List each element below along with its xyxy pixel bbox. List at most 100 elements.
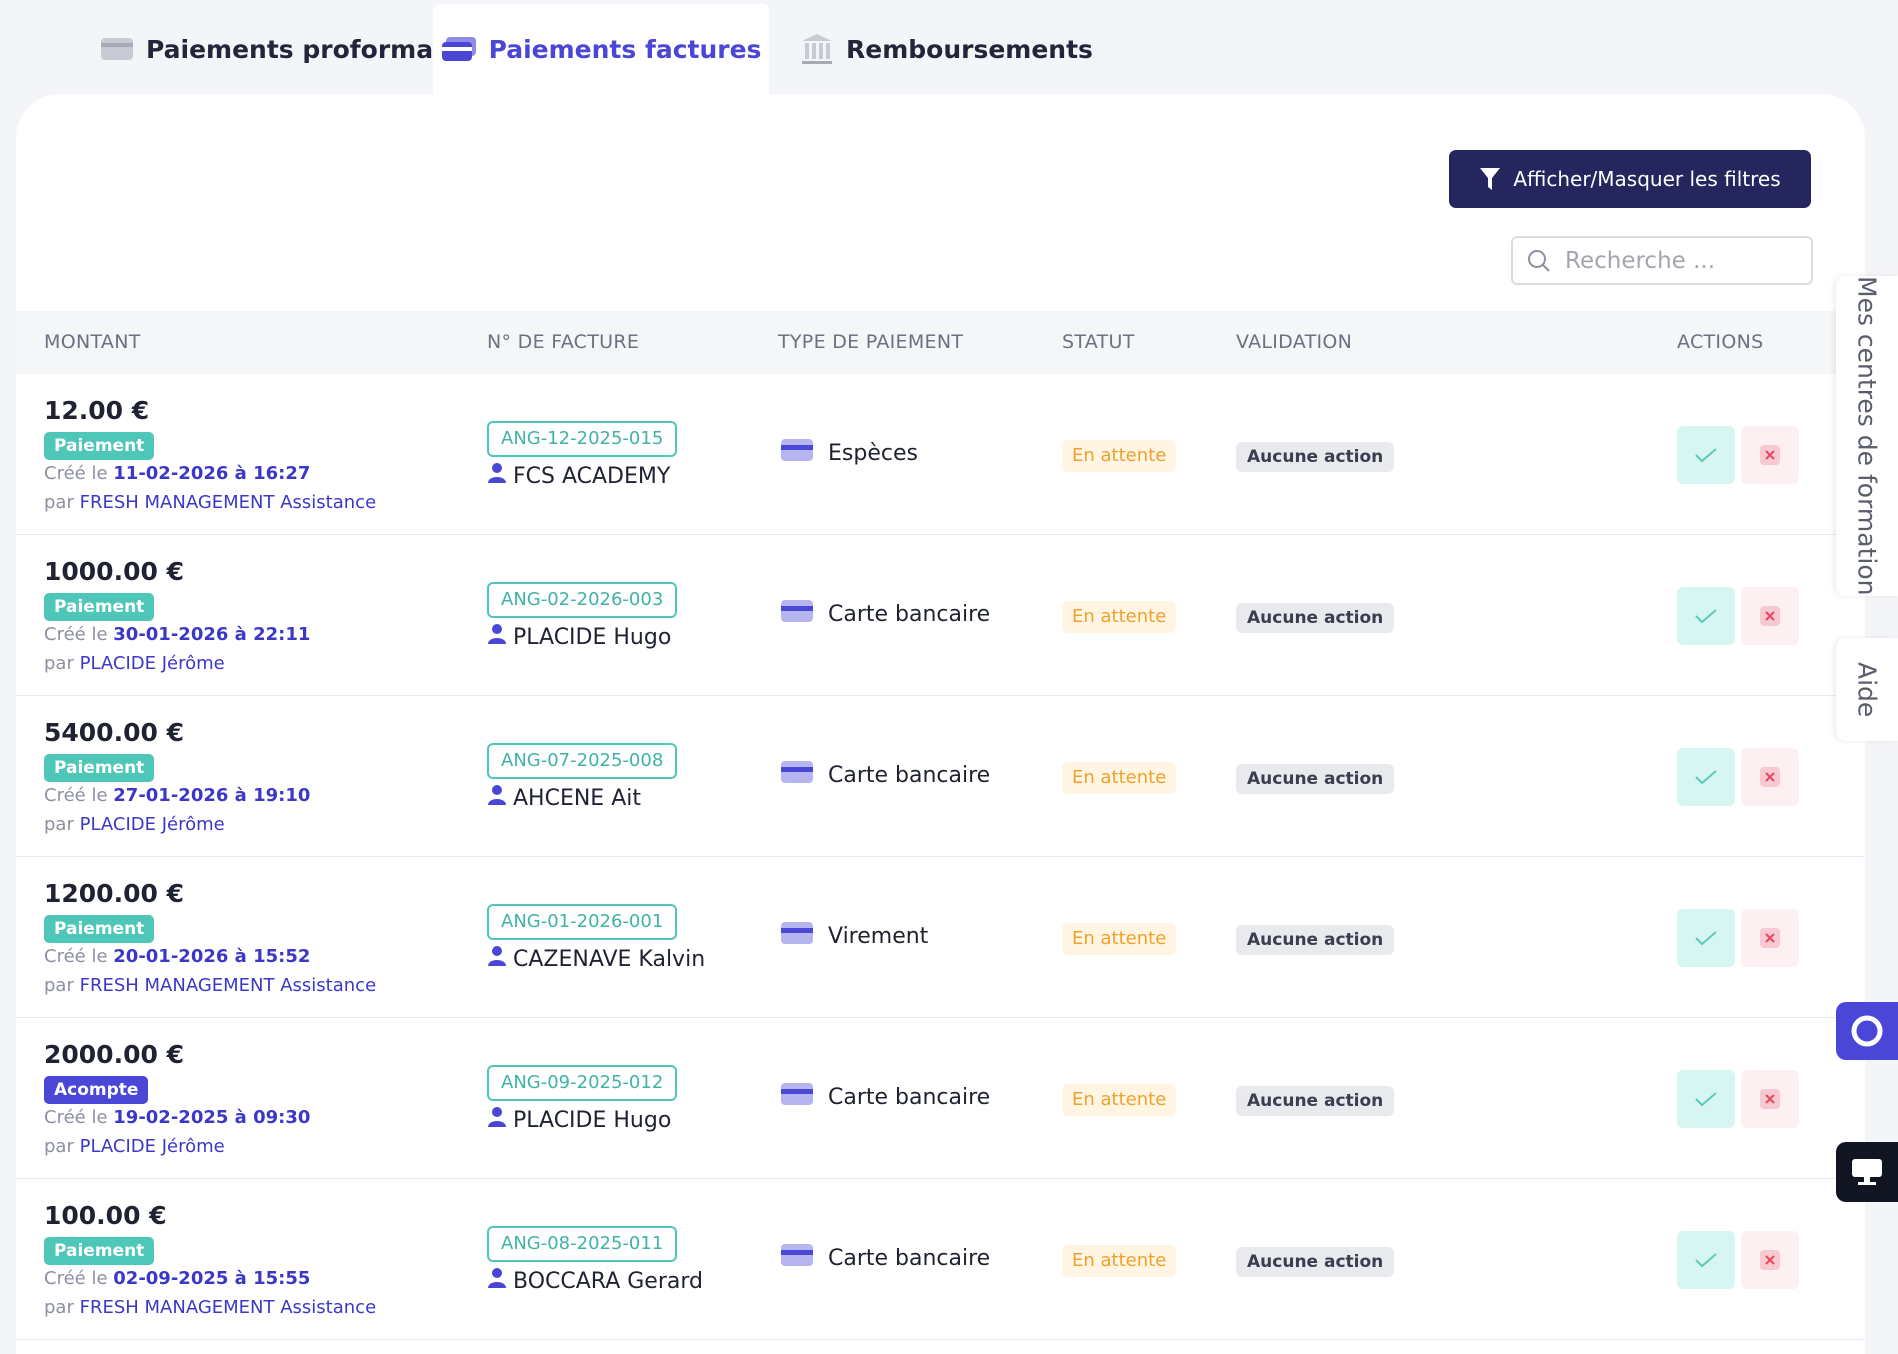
user-icon bbox=[487, 1267, 507, 1295]
payment-icon bbox=[780, 438, 814, 468]
validate-button bbox=[1677, 748, 1735, 806]
column-header: VALIDATION bbox=[1236, 331, 1353, 353]
author-line: par PLACIDE Jérôme bbox=[44, 653, 225, 674]
filter-icon bbox=[1480, 168, 1501, 190]
created-prefix: Créé le bbox=[44, 463, 108, 484]
author-prefix: par bbox=[44, 814, 74, 835]
created-line: Créé le 11-02-2026 à 16:27 bbox=[44, 463, 310, 484]
payment-kind-badge: Paiement bbox=[44, 754, 155, 782]
search-placeholder: Recherche ... bbox=[1565, 247, 1716, 274]
validate-button bbox=[1677, 1070, 1735, 1128]
validation-badge: Aucune action bbox=[1236, 764, 1395, 794]
client: PLACIDE Hugo bbox=[487, 623, 671, 651]
created-prefix: Créé le bbox=[44, 624, 108, 645]
payment-type: Carte bancaire bbox=[780, 760, 990, 790]
invoice-number[interactable]: ANG-09-2025-012 bbox=[487, 1065, 678, 1101]
created-date: 02-09-2025 à 15:55 bbox=[113, 1268, 311, 1289]
chat-button[interactable] bbox=[1836, 1002, 1898, 1060]
created-line: Créé le 19-02-2025 à 09:30 bbox=[44, 1107, 310, 1128]
created-date: 30-01-2026 à 22:11 bbox=[113, 624, 311, 645]
validate-button bbox=[1677, 1231, 1735, 1289]
user-icon bbox=[487, 1106, 507, 1134]
column-header: STATUT bbox=[1062, 331, 1135, 353]
filter-button-label: Afficher/Masquer les filtres bbox=[1513, 167, 1781, 191]
search-input[interactable]: Recherche ... bbox=[1511, 236, 1813, 285]
payment-icon bbox=[780, 599, 814, 629]
author: PLACIDE Jérôme bbox=[79, 653, 225, 674]
payment-type-label: Carte bancaire bbox=[828, 762, 991, 788]
tab-icon bbox=[802, 34, 832, 64]
amount: 2000.00 € bbox=[44, 1040, 184, 1069]
invoice-number[interactable]: ANG-01-2026-001 bbox=[487, 904, 678, 940]
client: AHCENE Ait bbox=[487, 784, 641, 812]
tab-label: Paiements factures bbox=[488, 34, 762, 64]
tab[interactable]: Remboursements bbox=[800, 4, 1093, 94]
created-date: 19-02-2025 à 09:30 bbox=[113, 1107, 311, 1128]
client-name: FCS ACADEMY bbox=[513, 463, 671, 489]
filter-button[interactable]: Afficher/Masquer les filtres bbox=[1449, 150, 1811, 208]
status-badge: En attente bbox=[1062, 440, 1177, 472]
created-prefix: Créé le bbox=[44, 1268, 108, 1289]
screen-button[interactable] bbox=[1836, 1142, 1898, 1202]
client-name: BOCCARA Gerard bbox=[513, 1268, 703, 1294]
client: CAZENAVE Kalvin bbox=[487, 945, 705, 973]
client-name: PLACIDE Hugo bbox=[513, 1107, 672, 1133]
payment-type-label: Virement bbox=[828, 923, 929, 949]
author-line: par FRESH MANAGEMENT Assistance bbox=[44, 1297, 376, 1318]
validation-badge: Aucune action bbox=[1236, 925, 1395, 955]
author-prefix: par bbox=[44, 653, 74, 674]
author: FRESH MANAGEMENT Assistance bbox=[79, 1297, 377, 1318]
payment-kind-badge: Acompte bbox=[44, 1076, 149, 1104]
user-icon bbox=[487, 462, 507, 490]
amount: 1000.00 € bbox=[44, 557, 184, 586]
payment-type-label: Carte bancaire bbox=[828, 1084, 991, 1110]
created-line: Créé le 27-01-2026 à 19:10 bbox=[44, 785, 310, 806]
user-icon bbox=[487, 623, 507, 651]
validate-button bbox=[1677, 426, 1735, 484]
side-tab-label: Mes centres de formation bbox=[1852, 276, 1882, 596]
status-badge: En attente bbox=[1062, 1245, 1177, 1277]
invoice-number[interactable]: ANG-08-2025-011 bbox=[487, 1226, 678, 1262]
payment-type-label: Espèces bbox=[828, 440, 918, 466]
payment-type: Virement bbox=[780, 921, 928, 951]
author-line: par FRESH MANAGEMENT Assistance bbox=[44, 492, 376, 513]
reject-button bbox=[1741, 909, 1799, 967]
created-prefix: Créé le bbox=[44, 946, 108, 967]
payment-type-label: Carte bancaire bbox=[828, 1245, 991, 1271]
payment-icon bbox=[780, 921, 814, 951]
search-icon bbox=[1528, 249, 1550, 272]
tab[interactable]: Paiements factures bbox=[433, 4, 769, 94]
table-header: MONTANT N° DE FACTURE TYPE DE PAIEMENT STAT… bbox=[16, 311, 1865, 374]
side-tab[interactable]: Mes centres de formation bbox=[1836, 276, 1898, 596]
chat-icon bbox=[1851, 1015, 1883, 1047]
tab[interactable]: Paiements proformas bbox=[100, 4, 448, 94]
payment-type-label: Carte bancaire bbox=[828, 601, 991, 627]
author: PLACIDE Jérôme bbox=[79, 1136, 225, 1157]
validation-badge: Aucune action bbox=[1236, 603, 1395, 633]
created-date: 20-01-2026 à 15:52 bbox=[113, 946, 311, 967]
table-row: 1000.00 € Paiement Créé le 30-01-2026 à 22… bbox=[16, 535, 1865, 696]
invoice-number[interactable]: ANG-12-2025-015 bbox=[487, 421, 678, 457]
payment-kind-badge: Paiement bbox=[44, 593, 155, 621]
table-row: 1200.00 € Paiement Créé le 20-01-2026 à 15… bbox=[16, 857, 1865, 1018]
amount: 12.00 € bbox=[44, 396, 150, 425]
screen-icon bbox=[1852, 1159, 1882, 1185]
status-badge: En attente bbox=[1062, 601, 1177, 633]
reject-button bbox=[1741, 426, 1799, 484]
invoice-number[interactable]: ANG-07-2025-008 bbox=[487, 743, 678, 779]
created-prefix: Créé le bbox=[44, 1107, 108, 1128]
column-header: MONTANT bbox=[44, 331, 141, 353]
created-prefix: Créé le bbox=[44, 785, 108, 806]
amount: 5400.00 € bbox=[44, 718, 184, 747]
validation-badge: Aucune action bbox=[1236, 1247, 1395, 1277]
user-icon bbox=[487, 945, 507, 973]
author: FRESH MANAGEMENT Assistance bbox=[79, 492, 377, 513]
reject-button bbox=[1741, 587, 1799, 645]
invoice-number[interactable]: ANG-02-2026-003 bbox=[487, 582, 678, 618]
side-tab[interactable]: Aide bbox=[1836, 638, 1898, 741]
column-header: TYPE DE PAIEMENT bbox=[778, 331, 964, 353]
reject-button bbox=[1741, 748, 1799, 806]
column-header: ACTIONS bbox=[1677, 331, 1764, 353]
author-prefix: par bbox=[44, 1136, 74, 1157]
